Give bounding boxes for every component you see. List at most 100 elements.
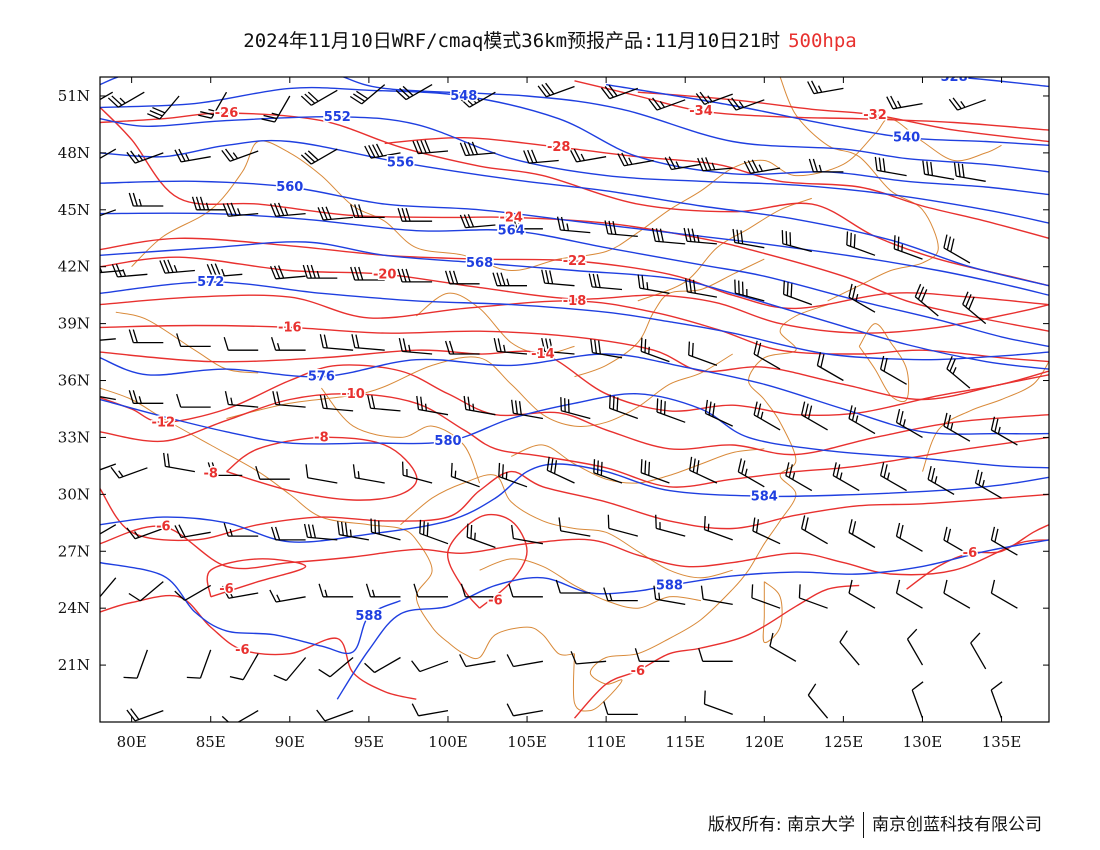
- wind-barb: [879, 462, 907, 492]
- wind-barbs: [100, 80, 1018, 722]
- wind-barb: [893, 235, 923, 260]
- wind-barb: [413, 583, 448, 598]
- temperature-contour: [100, 525, 1049, 576]
- wind-barb: [318, 657, 354, 678]
- height-contour: [100, 180, 1049, 296]
- wind-barb: [365, 583, 401, 598]
- wind-barb: [703, 516, 733, 541]
- wind-barb: [305, 464, 338, 484]
- lat-tick-label: 51N: [58, 87, 90, 105]
- temperature-contour-label: -6: [963, 546, 977, 561]
- wind-barb: [269, 202, 306, 217]
- wind-barb: [556, 216, 591, 234]
- wind-barb: [640, 337, 670, 363]
- wind-barb: [874, 156, 907, 177]
- temperature-contour-label: -28: [547, 140, 571, 155]
- wind-barb: [460, 583, 496, 598]
- temperature-contour: [100, 237, 1049, 310]
- wind-barb: [990, 526, 1018, 556]
- wind-barb: [886, 95, 923, 110]
- wind-barb: [163, 452, 196, 473]
- wind-barb: [895, 579, 923, 609]
- height-contour-label: 580: [434, 434, 461, 449]
- temperature-contour-label: -24: [499, 210, 523, 225]
- wind-barb: [159, 259, 195, 274]
- wind-barb: [943, 412, 971, 442]
- wind-barb: [126, 150, 164, 164]
- wind-barb: [637, 274, 670, 294]
- wind-barb: [466, 523, 496, 549]
- wind-barb: [412, 139, 449, 155]
- temperature-contour-label: -8: [314, 430, 328, 445]
- title-level: 500hpa: [788, 30, 857, 52]
- wind-barb: [523, 149, 559, 164]
- temperature-contour-label: -26: [215, 106, 239, 121]
- height-contour: [605, 83, 1049, 146]
- temperature-contour-label: -14: [531, 347, 555, 362]
- wind-barb: [397, 268, 433, 283]
- wind-barb: [459, 91, 496, 108]
- height-contour-label: 564: [498, 224, 525, 239]
- wind-barb: [962, 291, 987, 325]
- lon-tick-label: 135E: [982, 733, 1022, 751]
- temperature-contour: [384, 136, 1049, 239]
- wind-barb: [255, 466, 290, 480]
- wind-barb: [948, 97, 986, 111]
- height-contour: [100, 353, 1049, 435]
- wind-barb: [223, 337, 259, 351]
- wind-barb: [493, 337, 528, 355]
- wind-barb: [419, 519, 449, 545]
- wind-barb: [350, 204, 385, 219]
- temperature-contour-label: -32: [863, 108, 887, 123]
- lat-tick-label: 42N: [58, 258, 90, 276]
- wind-barb: [352, 464, 385, 484]
- boundary-line: [115, 311, 259, 374]
- height-contour-label: 548: [450, 89, 477, 104]
- wind-barb: [174, 584, 212, 601]
- wind-barb: [174, 148, 211, 163]
- lat-tick-label: 21N: [58, 656, 90, 674]
- wind-barb: [953, 162, 986, 182]
- wind-barb: [100, 463, 117, 475]
- lon-tick-label: 125E: [824, 733, 864, 751]
- wind-barb: [688, 341, 718, 367]
- wind-barb: [401, 461, 433, 484]
- height-contour: [941, 77, 1049, 88]
- wind-barb: [848, 519, 876, 549]
- height-contour-label: 528: [941, 70, 968, 85]
- lat-tick-label: 27N: [58, 542, 90, 560]
- footer-company: 南京创蓝科技有限公司: [872, 815, 1042, 835]
- wind-barb: [569, 148, 607, 163]
- height-contour-label: 584: [751, 489, 778, 504]
- lon-tick-label: 115E: [665, 733, 705, 751]
- wind-barb: [221, 148, 259, 162]
- lat-tick-label: 24N: [58, 599, 90, 617]
- height-contour: [100, 139, 1049, 287]
- wind-barb: [100, 524, 117, 541]
- temperature-contour-label: -6: [235, 643, 249, 658]
- wind-barb: [879, 355, 907, 385]
- wind-barb: [123, 649, 149, 679]
- temperature-contour: [573, 584, 860, 719]
- wind-barb: [990, 681, 1003, 719]
- wind-barb: [370, 518, 401, 541]
- wind-barb: [128, 329, 164, 344]
- wind-barb: [273, 657, 307, 682]
- wind-barb: [537, 82, 575, 98]
- wind-barb: [990, 579, 1018, 609]
- temperature-contour-label: -6: [156, 520, 170, 535]
- height-contour: [100, 241, 1049, 370]
- wind-barb: [617, 152, 654, 167]
- wind-barb: [590, 339, 623, 359]
- wind-barb: [459, 654, 496, 668]
- wind-barb: [300, 89, 338, 106]
- wind-barb: [128, 581, 164, 602]
- temperature-contour-label: -8: [203, 467, 217, 482]
- temperature-contour-label: -16: [278, 320, 302, 335]
- wind-barb: [651, 227, 686, 245]
- wind-barb: [398, 337, 433, 355]
- boundary-line: [574, 258, 765, 378]
- boundary-line: [511, 444, 765, 484]
- lon-tick-label: 95E: [354, 733, 384, 751]
